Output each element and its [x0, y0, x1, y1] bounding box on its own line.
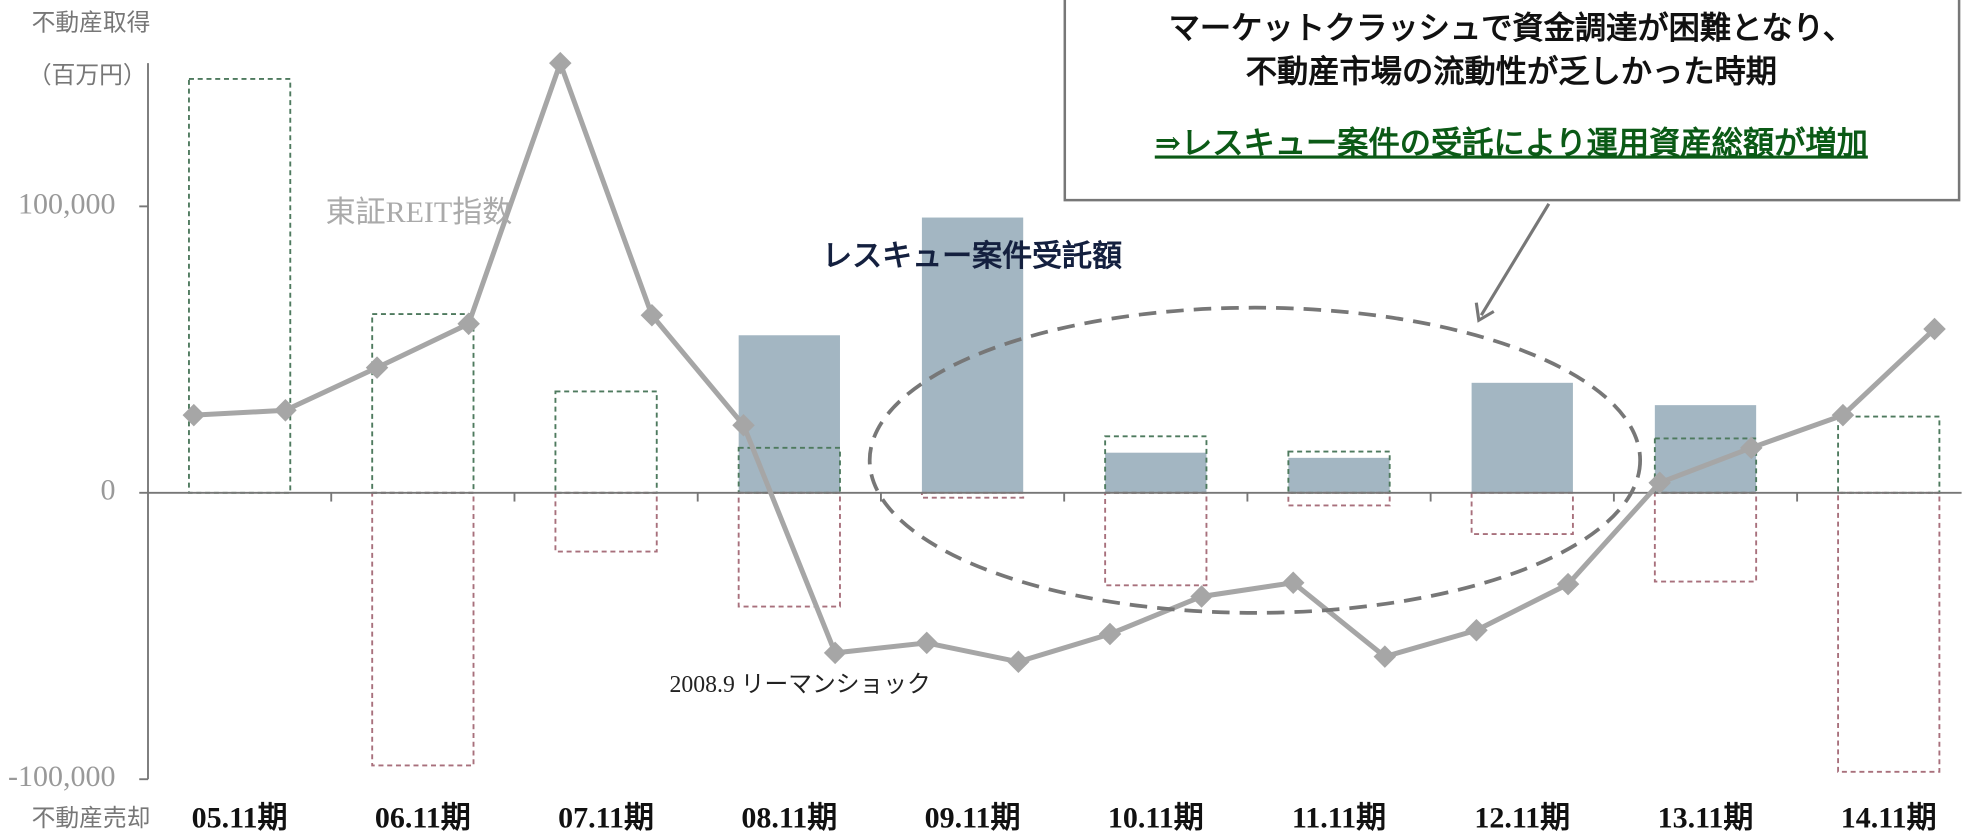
annotation-text: ⇒レスキュー案件の受託により運用資産総額が増加 — [1155, 125, 1868, 161]
arrow — [1479, 203, 1551, 317]
index-marker — [182, 403, 206, 427]
outline-bar — [1653, 491, 1758, 583]
series-label: レスキュー案件受託額 — [822, 239, 1122, 273]
index-marker — [823, 641, 847, 665]
outline-bar — [1287, 491, 1391, 507]
outline-bar — [1104, 491, 1208, 587]
index-marker — [915, 631, 939, 655]
index-marker — [1190, 585, 1213, 608]
y-axis-label: 不動産売却 — [32, 805, 151, 832]
y-tick-label: -100,000 — [8, 760, 116, 793]
index-marker — [1465, 619, 1488, 642]
rescue-bar — [1471, 382, 1573, 493]
outline-bar — [1470, 491, 1574, 535]
outline-bar — [737, 491, 841, 608]
index-marker — [1648, 471, 1671, 495]
index-line — [193, 55, 1937, 665]
outline-bar — [554, 390, 658, 494]
x-tick-label: 12.11期 — [1474, 801, 1570, 833]
period-ellipse — [867, 305, 1643, 615]
index-marker — [365, 356, 389, 379]
outline-bar — [1837, 491, 1941, 773]
x-tick-label: 06.11期 — [375, 801, 471, 833]
index-marker — [732, 413, 755, 437]
index-marker — [1007, 650, 1030, 674]
index-marker — [457, 312, 480, 336]
x-tick-label: 10.11期 — [1108, 801, 1204, 833]
y-axis-unit: （百万円） — [28, 63, 147, 89]
event-label: 2008.9 リーマンショック — [670, 672, 931, 698]
outline-bar — [188, 77, 292, 494]
x-tick-label: 05.11期 — [192, 801, 288, 833]
rescue-bar — [921, 217, 1024, 493]
outline-bar — [1653, 437, 1758, 494]
rescue-bar — [1105, 452, 1207, 493]
index-marker — [1098, 622, 1122, 646]
annotation-box — [1063, 0, 1961, 202]
index-marker — [1923, 317, 1946, 341]
index-marker — [1373, 645, 1397, 668]
index-marker — [274, 399, 297, 422]
outline-bar — [371, 491, 475, 767]
x-tick-label: 08.11期 — [741, 801, 837, 833]
index-marker — [549, 51, 572, 75]
arrow-head — [1474, 302, 1495, 323]
y-tick-label: 100,000 — [18, 187, 116, 220]
outline-bar — [371, 313, 475, 494]
x-tick-label: 13.11期 — [1658, 801, 1754, 833]
series-label: 東証REIT指数 — [326, 196, 513, 229]
outline-bar — [1837, 415, 1941, 494]
index-marker — [1740, 436, 1763, 460]
y-axis-label: 不動産取得 — [32, 9, 151, 36]
rescue-bar — [1288, 457, 1390, 493]
x-tick-label: 11.11期 — [1292, 801, 1386, 833]
x-tick-label: 14.11期 — [1841, 801, 1937, 833]
index-marker — [1831, 403, 1855, 427]
y-tick-label: 0 — [100, 474, 115, 507]
x-tick-label: 09.11期 — [925, 801, 1021, 833]
rescue-bar — [738, 335, 840, 493]
outline-bar — [554, 491, 658, 553]
annotation-text: マーケットクラッシュで資金調達が困難となり、 — [1169, 9, 1854, 45]
annotation-text: 不動産市場の流動性が乏しかった時期 — [1246, 53, 1777, 89]
x-tick-label: 07.11期 — [558, 801, 654, 833]
